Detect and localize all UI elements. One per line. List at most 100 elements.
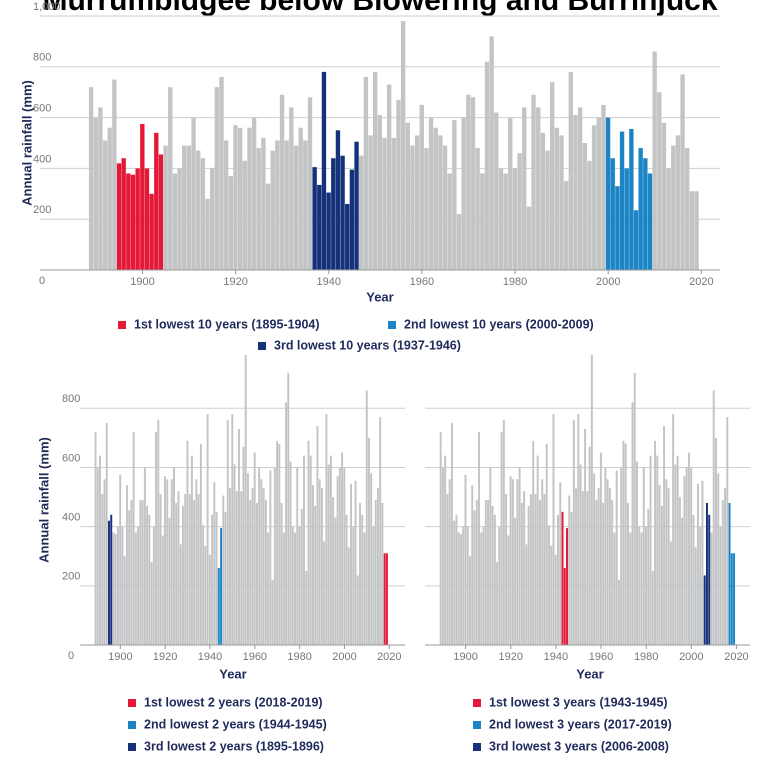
- bar: [246, 473, 249, 645]
- bar: [275, 140, 280, 270]
- bar: [433, 127, 438, 270]
- bar: [121, 158, 126, 270]
- bar: [531, 94, 536, 271]
- bar: [526, 206, 532, 270]
- bar: [383, 553, 386, 645]
- bar: [538, 500, 541, 645]
- x-tick-label: 1900: [130, 276, 154, 288]
- bar: [500, 431, 503, 645]
- bar: [391, 137, 397, 270]
- bar: [356, 575, 359, 645]
- bar: [381, 502, 384, 645]
- bar: [119, 474, 122, 645]
- bar: [484, 61, 490, 270]
- bar: [554, 554, 557, 645]
- bar: [566, 528, 569, 645]
- bar: [498, 526, 501, 645]
- bar: [615, 470, 618, 645]
- bar: [150, 562, 153, 645]
- bar: [114, 534, 117, 645]
- bar: [667, 488, 670, 645]
- bar: [527, 505, 530, 645]
- x-tick-label: 1980: [503, 276, 527, 288]
- bar: [447, 173, 452, 270]
- bar: [385, 553, 388, 645]
- x-axis-title: Year: [219, 666, 246, 681]
- x-tick-label: 1900: [453, 651, 477, 663]
- bar: [687, 452, 690, 645]
- bar: [298, 127, 303, 270]
- bar: [536, 455, 539, 645]
- bar: [514, 517, 517, 645]
- bar: [672, 414, 675, 645]
- bar: [112, 532, 115, 645]
- bar: [482, 526, 485, 645]
- bar: [658, 485, 661, 645]
- bar: [591, 125, 597, 270]
- bar: [405, 122, 410, 271]
- bar: [173, 467, 175, 645]
- bar: [289, 107, 294, 270]
- bar: [205, 198, 210, 270]
- bar: [548, 525, 550, 645]
- y-tick-label: 0: [68, 650, 74, 662]
- bar: [186, 145, 192, 270]
- chart: 0 200 400 600 800 1900 1920 1940 1960 1980 2000 202…: [36, 355, 405, 753]
- bar: [689, 191, 695, 270]
- bar: [279, 94, 285, 271]
- bar: [493, 514, 496, 645]
- x-axis-title: Year: [366, 289, 393, 304]
- bar: [439, 431, 442, 645]
- bar: [636, 461, 638, 645]
- bar: [222, 495, 225, 645]
- bar: [161, 535, 164, 645]
- bar: [441, 467, 444, 645]
- bar: [94, 431, 97, 645]
- bar: [505, 494, 508, 645]
- bar: [166, 479, 169, 645]
- bar: [596, 117, 601, 270]
- bar: [480, 173, 485, 270]
- bar: [599, 452, 602, 645]
- bar: [464, 474, 467, 645]
- bar: [206, 414, 209, 645]
- bar: [298, 526, 301, 645]
- legend-swatch: [128, 721, 136, 729]
- x-axis-title: Year: [576, 666, 603, 681]
- bar: [442, 145, 448, 270]
- x-tick-label: 2020: [724, 651, 748, 663]
- bar: [559, 135, 564, 270]
- bar: [586, 491, 589, 645]
- bar: [581, 491, 584, 645]
- bar: [321, 71, 327, 270]
- bar: [303, 140, 308, 270]
- x-tick-label: 2000: [679, 651, 703, 663]
- bar: [155, 431, 158, 645]
- bar: [717, 473, 720, 645]
- bar: [428, 117, 434, 270]
- bar: [471, 485, 474, 645]
- bar: [374, 500, 377, 645]
- bar: [410, 145, 415, 270]
- bar: [512, 168, 518, 270]
- bar: [522, 107, 527, 270]
- legend-swatch: [128, 743, 136, 751]
- bar: [224, 511, 227, 645]
- bar: [311, 485, 314, 645]
- bar: [181, 505, 184, 645]
- bar: [273, 467, 276, 645]
- x-tick-label: 2000: [332, 651, 356, 663]
- bar: [211, 514, 214, 645]
- bar: [584, 428, 587, 645]
- bar: [676, 455, 679, 645]
- bar: [238, 428, 240, 645]
- bar: [199, 443, 202, 645]
- bar: [708, 514, 711, 645]
- bar: [219, 76, 224, 271]
- y-axis-title: Annual rainfall (mm): [19, 80, 34, 206]
- bar: [186, 440, 189, 645]
- bar: [613, 532, 616, 645]
- bar: [345, 514, 348, 645]
- bar: [168, 87, 173, 271]
- bar: [487, 500, 490, 645]
